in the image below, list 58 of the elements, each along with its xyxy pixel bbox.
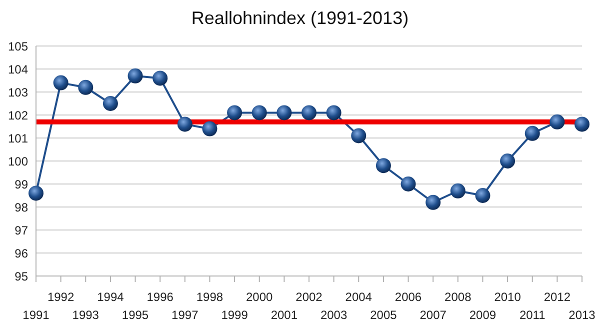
x-tick-label: 1997 xyxy=(172,308,199,322)
point xyxy=(276,105,292,120)
point xyxy=(351,128,366,144)
x-tick-label: 2009 xyxy=(469,308,496,322)
y-tick-label: 103 xyxy=(8,85,28,100)
x-tick-label: 2012 xyxy=(544,290,571,304)
x-tick-label: 2002 xyxy=(296,290,323,304)
y-tick-label: 99 xyxy=(14,177,28,192)
x-tick-label: 1991 xyxy=(22,308,50,322)
y-tick-label: 98 xyxy=(14,200,28,214)
x-tick-label: 1994 xyxy=(97,290,124,304)
x-tick-label: 2013 xyxy=(568,308,596,322)
x-tick-label: 2000 xyxy=(246,290,274,304)
x-tick-label: 2011 xyxy=(519,308,546,322)
y-tick-label: 101 xyxy=(8,131,28,146)
point xyxy=(202,121,218,136)
chart-title: Reallohnindex (1991-2013) xyxy=(190,7,410,30)
x-tick-label: 1996 xyxy=(146,290,174,304)
point xyxy=(252,105,267,120)
x-tick-label: 2001 xyxy=(270,308,298,322)
x-tick-label: 1993 xyxy=(72,308,100,322)
x-tick-label: 2003 xyxy=(320,308,348,322)
point xyxy=(128,68,143,84)
y-tick-label: 96 xyxy=(14,246,28,260)
x-tick-label: 1995 xyxy=(122,308,149,322)
point xyxy=(177,116,192,132)
point xyxy=(102,96,118,111)
point xyxy=(550,114,565,130)
point xyxy=(28,186,44,201)
point xyxy=(78,80,94,95)
point xyxy=(450,183,466,198)
x-tick-label: 1992 xyxy=(47,290,74,304)
x-tick-label: 2007 xyxy=(420,308,447,322)
point xyxy=(302,105,316,120)
x-tick-label: 2010 xyxy=(494,290,522,304)
x-tick-label: 2006 xyxy=(394,290,422,304)
point xyxy=(376,158,391,174)
y-tick-label: 102 xyxy=(8,108,28,122)
x-tick-label: 2004 xyxy=(345,290,372,304)
y-tick-label: 100 xyxy=(8,154,28,168)
x-tick-label: 1999 xyxy=(221,308,248,322)
y-tick-label: 97 xyxy=(14,223,28,238)
y-tick-label: 95 xyxy=(14,269,28,284)
point xyxy=(524,126,540,141)
y-tick-label: 105 xyxy=(8,39,28,54)
point xyxy=(475,188,490,203)
point xyxy=(53,75,68,90)
x-tick-label: 1998 xyxy=(196,290,224,304)
point xyxy=(500,154,516,168)
point xyxy=(326,105,342,120)
point xyxy=(426,194,441,210)
point xyxy=(152,70,168,86)
point xyxy=(227,105,242,120)
y-tick-label: 104 xyxy=(8,62,28,76)
point xyxy=(400,176,416,192)
x-tick-label: 2008 xyxy=(444,290,472,304)
point xyxy=(574,116,590,132)
x-tick-label: 2005 xyxy=(370,308,398,322)
